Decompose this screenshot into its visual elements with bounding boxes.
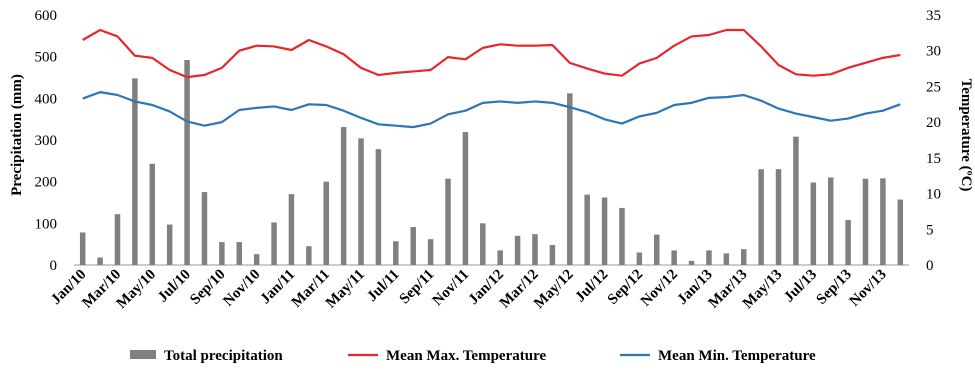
y-axis-right-title: Temperature (ºC) [958,79,974,192]
precipitation-bars [79,60,904,265]
bar-3 [132,78,138,265]
y-right-tick-2: 10 [926,187,941,203]
y-left-tick-6: 600 [35,8,58,24]
legend-swatch-0 [130,350,156,359]
bar-43 [827,177,834,265]
bar-20 [427,239,434,265]
y-right-tick-4: 20 [926,115,941,131]
bar-33 [654,234,660,265]
bar-16 [358,138,364,265]
y-left-tick-4: 400 [35,91,58,107]
bar-27 [549,245,556,265]
x-tick-10: Sep/11 [397,267,438,308]
y-right-tick-1: 5 [926,222,934,238]
x-tick-14: May/12 [531,267,576,312]
series-line-0 [82,28,901,79]
x-tick-11: Nov/11 [430,267,473,310]
bar-42 [810,182,817,265]
series-line-1 [82,91,901,129]
bar-25 [514,235,521,265]
bar-47 [897,199,904,265]
bar-10 [253,254,260,265]
y-left-tick-0: 0 [50,258,58,274]
legend: Total precipitation Mean Max. Temperature… [130,348,816,364]
bar-18 [393,241,399,265]
bar-32 [636,252,643,265]
bar-28 [567,93,573,265]
x-tick-21: Jul/13 [781,267,820,306]
bar-30 [601,197,608,265]
bar-38 [740,249,747,265]
x-tick-15: Jul/12 [572,267,611,306]
bar-34 [671,250,677,265]
bar-35 [688,260,695,265]
bar-29 [584,194,590,265]
x-tick-8: May/11 [323,267,368,312]
bar-24 [497,250,503,265]
bar-44 [845,220,851,265]
bar-21 [445,178,451,265]
bar-39 [758,169,764,265]
bar-37 [723,253,730,265]
y-axis-left-title: Precipitation (mm) [9,74,25,196]
legend-label-0: Total precipitation [164,348,283,364]
y-right-tick-6: 30 [926,44,941,60]
y-left-tick-5: 500 [35,50,58,66]
y-right-tick-3: 15 [926,151,941,167]
bar-36 [706,250,712,265]
x-tick-9: Jul/11 [364,267,402,305]
bar-11 [271,222,277,265]
bar-17 [375,149,382,265]
y-right-tick-5: 25 [926,79,941,95]
bar-19 [410,227,416,265]
bar-13 [306,246,312,265]
y-right-tick-0: 0 [926,258,934,274]
y-left-tick-1: 100 [35,216,58,232]
x-tick-3: Jul/10 [155,267,194,306]
bar-6 [184,60,190,265]
x-tick-23: Nov/13 [847,267,890,310]
bar-41 [793,136,799,265]
x-tick-17: Nov/12 [638,267,681,310]
bar-4 [149,163,156,265]
bar-15 [340,127,347,265]
x-tick-5: Nov/10 [220,267,263,310]
bar-5 [166,224,173,265]
x-tick-2: May/10 [114,267,159,312]
bar-26 [532,234,538,265]
y-left-tick-3: 300 [35,133,58,149]
temperature-lines [82,28,901,129]
bar-31 [619,207,625,265]
bar-23 [480,223,486,265]
bar-22 [462,132,469,265]
y-right-tick-7: 35 [926,8,941,24]
x-tick-20: May/13 [740,267,785,312]
bar-12 [288,194,295,265]
bar-7 [201,192,208,265]
y-left-tick-2: 200 [35,175,58,191]
bar-1 [97,257,103,265]
bar-0 [79,232,86,265]
legend-label-2: Mean Min. Temperature [658,348,816,364]
bar-14 [323,181,329,265]
bar-46 [880,178,886,265]
bar-45 [862,178,869,265]
bar-8 [219,242,225,265]
bar-40 [775,169,782,265]
tick-labels: 010020030040050060005101520253035Jan/10M… [35,8,942,312]
bar-2 [114,214,121,265]
legend-label-1: Mean Max. Temperature [386,348,546,364]
bar-9 [236,242,243,265]
